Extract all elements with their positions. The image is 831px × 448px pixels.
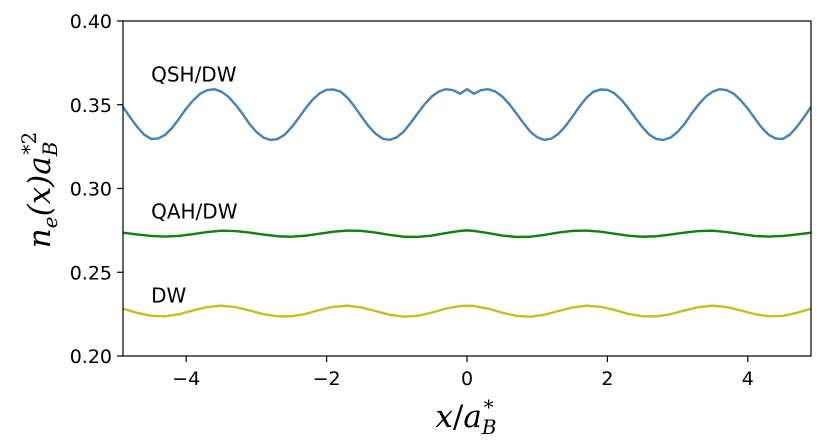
x-axis-title-a: a [463,399,481,435]
y-axis-title: ne(x)aB*2 [17,132,62,248]
series-annotation-0: QSH/DW [151,62,237,86]
x-axis-title-base: x [435,399,453,435]
x-axis-title-sup: * [484,395,494,419]
x-tick-label: 2 [601,368,613,390]
y-axis-title-a-sub: B [38,142,62,158]
x-axis-title: x/aB* [435,395,496,439]
y-tick-label: 0.20 [70,346,112,368]
x-tick-label: −2 [313,368,341,390]
y-tick-label: 0.30 [70,179,112,201]
x-axis-ticks: −4 −2 0 2 4 [172,356,754,390]
x-axis-title-slash: / [453,399,464,435]
y-tick-label: 0.35 [70,95,112,117]
y-tick-label: 0.25 [70,262,112,284]
series-line-2 [122,304,812,318]
series-line-1 [122,229,812,239]
y-axis-title-a-sup: *2 [17,132,41,155]
series-annotations: QSH/DW QAH/DW DW [151,62,238,307]
plot-lines [122,87,812,318]
x-tick-label: 4 [742,368,754,390]
y-axis-ticks: 0.20 0.25 0.30 0.35 0.40 [70,11,123,368]
series-annotation-2: DW [151,283,186,307]
series-line-0 [122,87,812,142]
x-tick-label: −4 [172,368,200,390]
y-axis-title-a: a [22,156,58,174]
x-tick-label: 0 [461,368,473,390]
y-tick-label: 0.40 [70,11,112,33]
y-axis-title-n-sub: e [38,216,62,228]
x-axis-title-sub: B [481,415,497,439]
y-axis-title-n: n [22,228,58,248]
series-annotation-1: QAH/DW [151,200,238,224]
y-axis-title-arg: (x) [22,175,58,217]
